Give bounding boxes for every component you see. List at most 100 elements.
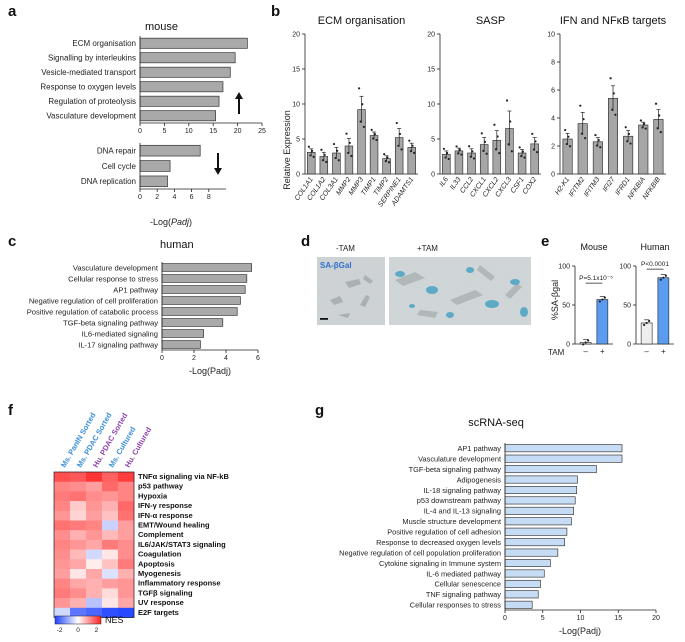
heatmap-cell — [54, 598, 71, 609]
panel-e-y-axis-title: %SA-βgal — [550, 280, 560, 320]
panel-c-bar — [161, 329, 204, 338]
panel-e-pvalue: P=5.1x10⁻⁵ — [579, 275, 613, 282]
panel-a-up-category-label: Vasculature development — [46, 112, 136, 121]
heatmap-cell — [118, 501, 135, 512]
panel-b-subchart-1: ECM organisation05101520COL1A1COL1A2COL3… — [292, 15, 418, 209]
panel-b-y-tick-label: 0 — [296, 172, 300, 179]
heatmap-cell — [70, 578, 87, 589]
heatmap-row-label: Complement — [138, 530, 184, 539]
panel-a-up-category-label: Regulation of proteolysis — [48, 97, 136, 106]
heatmap-cell — [102, 501, 119, 512]
panel-b-y-tick-label: 15 — [292, 67, 300, 74]
heatmap-cell — [86, 481, 103, 492]
heatmap-cell — [70, 607, 87, 618]
panel-g-category-label: TGF-beta signaling pathway — [409, 465, 502, 474]
heatmap-cell — [118, 472, 135, 482]
panel-g-bar — [504, 444, 623, 453]
panel-c-category-label: Cellular response to stress — [68, 274, 158, 283]
panel-e-y-tick-label: 0 — [566, 342, 570, 349]
heatmap-cell — [70, 520, 87, 531]
panel-b-y-tick-label: 5 — [296, 137, 300, 144]
heatmap-cell — [70, 501, 87, 512]
panel-e-subchart-2: Human 0 50 100 – + P<0.0001 — [619, 242, 674, 356]
panel-g-x-tick-label: 10 — [577, 615, 585, 622]
heatmap-cell — [70, 481, 87, 492]
panel-label-e: e — [541, 233, 549, 250]
panel-e-subchart-title: Human — [640, 242, 669, 252]
panel-g-bar — [504, 454, 623, 463]
panel-e-bar — [640, 322, 653, 345]
panel-b-y-tick-label: 0 — [431, 172, 435, 179]
panel-g-category-label: Cytokine signaling in Immune system — [379, 559, 501, 568]
panel-b-gene-label: IL6 — [439, 176, 450, 188]
heatmap-row-label: Inflammatory response — [138, 579, 221, 588]
micrograph-left-label: -TAM — [336, 244, 355, 253]
panel-b-y-tick-label: 6 — [551, 88, 555, 95]
heatmap-row-label: UV response — [138, 598, 184, 607]
panel-g-bar — [504, 506, 575, 515]
panel-a-down-category-label: Cell cycle — [102, 162, 137, 171]
panel-c-category-label: Positive regulation of catabolic process — [27, 307, 158, 316]
panel-d-micrographs: -TAM +TAM SA-βGal — [317, 244, 531, 325]
heatmap-cell — [118, 491, 135, 502]
panel-g-category-label: Vasculature development — [418, 454, 501, 463]
heatmap-cell — [102, 530, 119, 541]
panel-a-down-x-tick-label: 8 — [207, 194, 211, 201]
heatmap-cell — [118, 607, 135, 618]
heatmap-cell — [102, 549, 119, 560]
panel-g-category-label: Muscle structure development — [402, 517, 501, 526]
panel-e-subchart-title: Mouse — [580, 242, 607, 252]
heatmap-row-label: Hypoxia — [138, 491, 168, 500]
panel-g-bar — [504, 590, 539, 599]
panel-a-up-x-tick-label: 25 — [258, 128, 266, 135]
panel-a-down-category-label: DNA replication — [81, 177, 136, 186]
panel-g-category-label: Cellular senescence — [434, 580, 501, 589]
heatmap-row-label: Myogenesis — [138, 569, 181, 578]
panel-c-category-label: Negative regulation of cell proliferatio… — [29, 296, 158, 305]
panel-a-down-x-tick-label: 6 — [190, 194, 194, 201]
panel-c-human-pathways: human Vasculature development Cellular re… — [27, 239, 260, 376]
heatmap-cell — [86, 607, 103, 618]
heatmap-cell — [86, 510, 103, 521]
panel-label-f: f — [8, 402, 14, 419]
heatmap-cell — [102, 539, 119, 550]
panel-g-category-label: IL-18 signaling pathway — [423, 486, 501, 495]
panel-b-bar — [369, 135, 379, 175]
panel-a-upregulated-chart: ECM organisation Signalling by interleuki… — [40, 36, 266, 135]
micrograph-minus-tam — [317, 257, 385, 325]
panel-g-category-label: Adipogenesis — [457, 475, 502, 484]
colorbar-tick-label: 2 — [95, 627, 99, 634]
sa-bgal-stain-label: SA-βGal — [320, 261, 352, 270]
panel-e-x-tick-label: – — [583, 347, 588, 356]
heatmap-cell — [118, 510, 135, 521]
heatmap-cell — [54, 578, 71, 589]
panel-e-y-tick-label: 50 — [623, 303, 631, 310]
panel-e-y-tick-label: 50 — [562, 303, 570, 310]
heatmap-cell — [70, 539, 87, 550]
panel-a-down-bar — [139, 175, 168, 188]
heatmap-row-label: TGFβ signaling — [138, 588, 193, 597]
panel-g-category-label: Negative regulation of cell population p… — [339, 548, 501, 557]
panel-c-bar — [161, 307, 238, 316]
heatmap-row-label: E2F targets — [138, 608, 179, 617]
heatmap-cell — [54, 588, 71, 599]
heatmap-cell — [102, 520, 119, 531]
heatmap-cell — [54, 539, 71, 550]
panel-b-y-tick-label: 4 — [551, 116, 555, 123]
panel-g-x-tick-label: 15 — [614, 615, 622, 622]
panel-a-down-x-tick-label: 0 — [138, 194, 142, 201]
panel-a-title: mouse — [145, 21, 178, 33]
panel-c-category-label: IL-17 signaling pathway — [78, 340, 158, 349]
panel-g-category-label: Response to decreased oxygen levels — [376, 538, 501, 547]
panel-b-subchart-title: SASP — [476, 15, 505, 27]
panel-g-x-tick-label: 20 — [652, 615, 660, 622]
panel-a-down-x-tick-label: 2 — [155, 194, 159, 201]
heatmap-cell — [70, 598, 87, 609]
panel-b-y-tick-label: 0 — [551, 172, 555, 179]
heatmap-row-label: IFN-α response — [138, 511, 193, 520]
panel-a-up-x-tick-label: 5 — [162, 128, 166, 135]
panel-e-y-tick-label: 100 — [558, 264, 570, 271]
panel-g-bar — [504, 527, 568, 536]
